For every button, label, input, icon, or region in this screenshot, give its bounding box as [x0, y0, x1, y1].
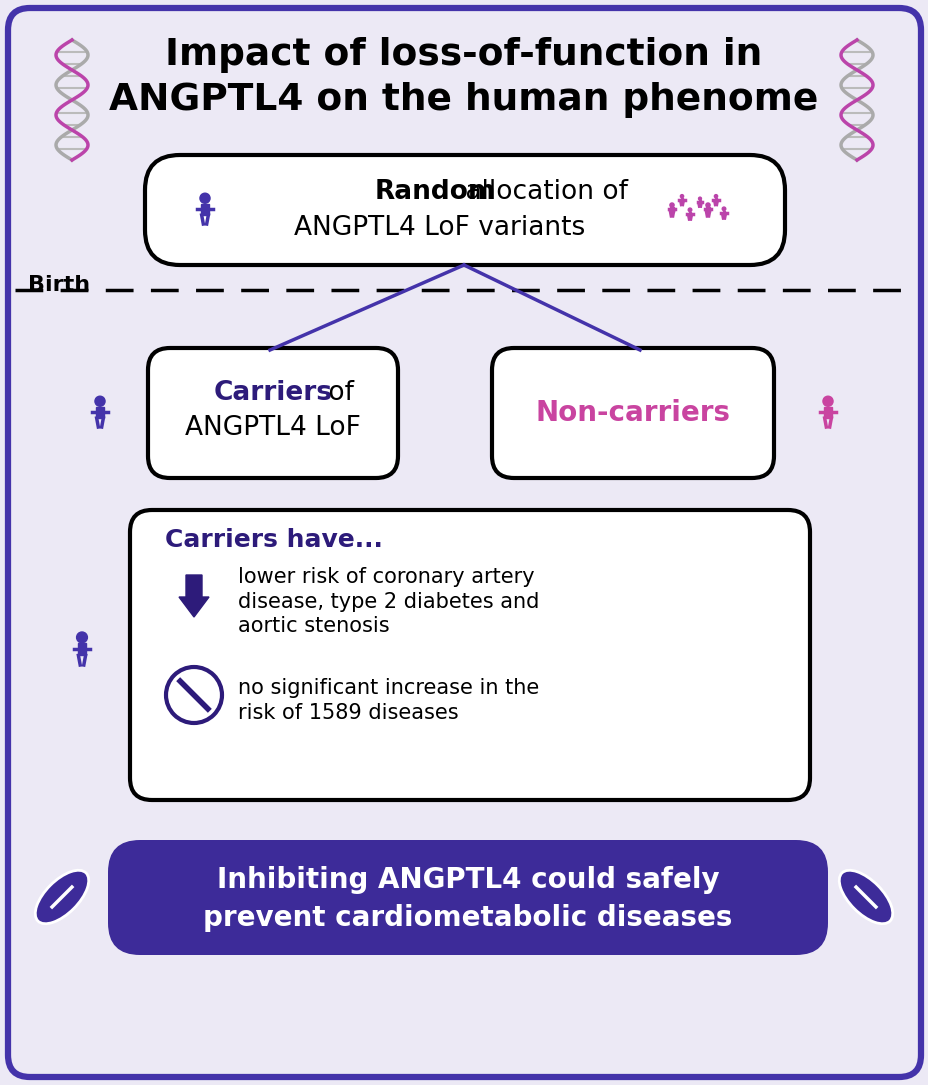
FancyBboxPatch shape — [8, 8, 920, 1077]
Text: ANGPTL4 LoF: ANGPTL4 LoF — [185, 414, 361, 441]
Text: allocation of: allocation of — [457, 179, 627, 205]
Text: Impact of loss-of-function in: Impact of loss-of-function in — [165, 37, 762, 73]
FancyArrow shape — [680, 199, 682, 202]
Circle shape — [714, 194, 716, 197]
Circle shape — [166, 667, 222, 723]
Circle shape — [822, 396, 832, 406]
Text: Inhibiting ANGPTL4 could safely: Inhibiting ANGPTL4 could safely — [216, 866, 718, 894]
Text: Birth: Birth — [28, 275, 90, 295]
Circle shape — [721, 207, 725, 210]
Text: Random: Random — [375, 179, 496, 205]
Text: of: of — [319, 380, 354, 406]
Circle shape — [95, 396, 105, 406]
FancyArrow shape — [698, 201, 701, 204]
FancyArrow shape — [688, 212, 690, 216]
FancyArrow shape — [78, 643, 85, 655]
FancyBboxPatch shape — [145, 155, 784, 265]
Text: Carriers: Carriers — [213, 380, 332, 406]
FancyArrow shape — [670, 207, 673, 212]
FancyBboxPatch shape — [492, 348, 773, 478]
FancyArrow shape — [201, 204, 209, 215]
FancyBboxPatch shape — [148, 348, 397, 478]
Ellipse shape — [35, 870, 89, 923]
FancyArrow shape — [714, 199, 716, 202]
FancyArrow shape — [179, 575, 209, 617]
Text: ANGPTL4 LoF variants: ANGPTL4 LoF variants — [294, 215, 585, 241]
Text: prevent cardiometabolic diseases: prevent cardiometabolic diseases — [203, 904, 732, 932]
Text: ANGPTL4 on the human phenome: ANGPTL4 on the human phenome — [110, 82, 818, 118]
FancyArrow shape — [823, 407, 831, 418]
FancyArrow shape — [722, 210, 725, 215]
Circle shape — [698, 197, 701, 200]
Circle shape — [669, 203, 674, 207]
FancyArrow shape — [705, 207, 709, 212]
Text: disease, type 2 diabetes and: disease, type 2 diabetes and — [238, 592, 539, 612]
Circle shape — [76, 631, 87, 642]
Circle shape — [200, 193, 210, 203]
Text: aortic stenosis: aortic stenosis — [238, 616, 389, 636]
Text: lower risk of coronary artery: lower risk of coronary artery — [238, 567, 534, 587]
Circle shape — [688, 208, 691, 212]
FancyBboxPatch shape — [130, 510, 809, 800]
Circle shape — [679, 194, 683, 197]
FancyArrow shape — [97, 407, 104, 418]
Text: no significant increase in the: no significant increase in the — [238, 678, 538, 698]
FancyBboxPatch shape — [108, 840, 827, 955]
Text: risk of 1589 diseases: risk of 1589 diseases — [238, 703, 458, 723]
Circle shape — [705, 203, 709, 207]
Text: Non-carriers: Non-carriers — [535, 399, 729, 427]
Text: Carriers have...: Carriers have... — [165, 528, 382, 552]
Ellipse shape — [838, 870, 892, 923]
